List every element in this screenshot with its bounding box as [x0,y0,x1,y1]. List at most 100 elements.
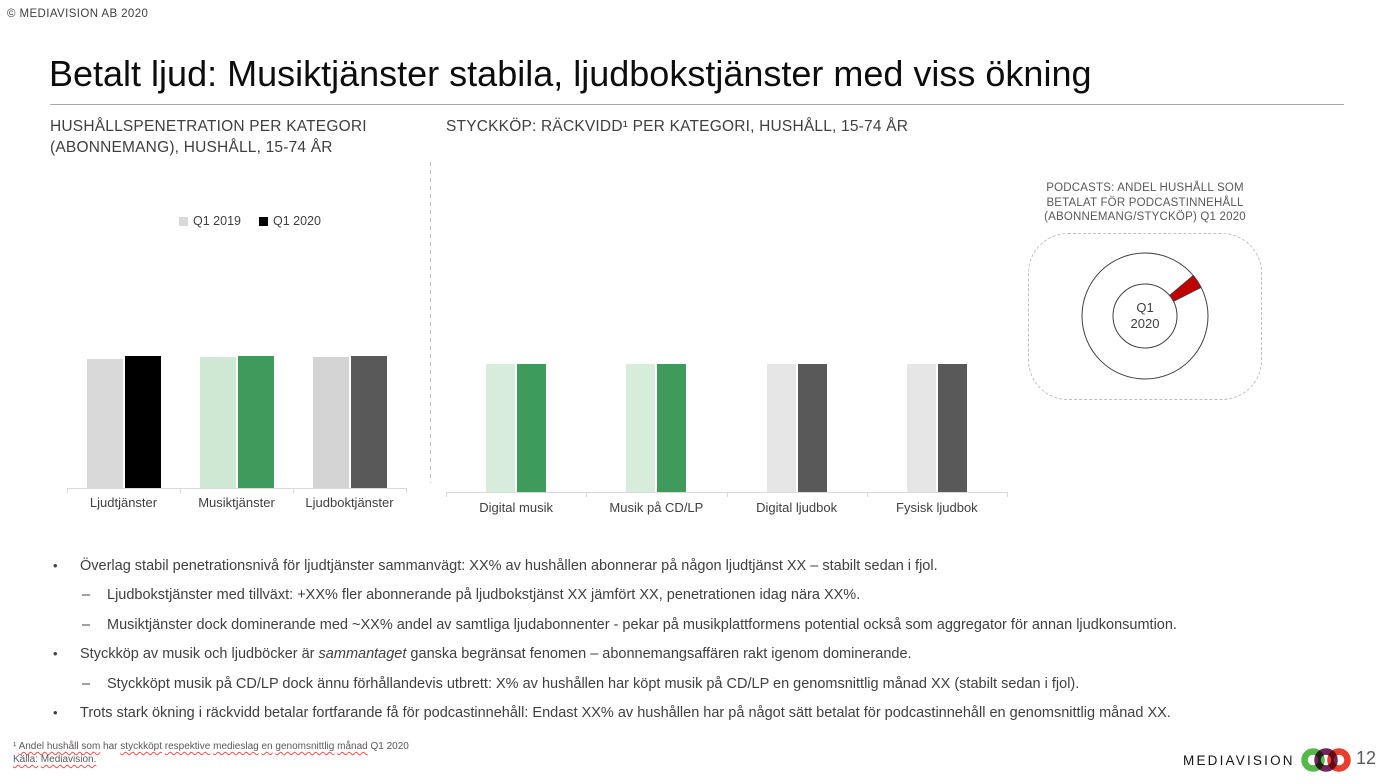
axis-tick [586,492,588,497]
bullet-text: Musiktjänster dock dominerande med ~XX% … [107,616,1177,633]
axis-tick [293,488,294,493]
bullet-marker: – [82,616,91,633]
penetration-chart-title-line1: HUSHÅLLSPENETRATION PER KATEGORI [50,118,367,135]
axis-tick [1007,492,1008,497]
bar-group [180,355,293,488]
podcast-title-line3: (ABONNEMANG/STYCKÖP) Q1 2020 [1044,211,1246,223]
bar [199,357,236,488]
footnote-text: styckköpt [120,741,162,752]
footnote-text: medieslag [213,741,259,752]
bar [797,364,827,492]
donut-center-line1: Q1 [1136,300,1154,315]
logo-ring-plum [1314,748,1338,772]
bullet-text: Styckköpt musik på CD/LP dock ännu förhå… [107,675,1080,692]
bar-group [446,364,586,492]
bullet-list: • Överlag stabil penetrationsnivå för lju… [50,556,1380,732]
bullet-text: Överlag stabil penetrationsnivå för ljud… [80,558,938,574]
slide-title: Betalt ljud: Musiktjänster stabila, ljud… [49,53,1092,94]
bullet-item: • Styckköp av musik och ljudböcker är sam… [50,644,1380,664]
sub-bullet-item: – Ljudbokstjänster med tillväxt: +XX% fle… [50,585,1380,605]
legend-item-q1-2020: Q1 2020 [259,214,321,228]
brand-wordmark: MEDIAVISION [1183,753,1295,768]
bar [486,364,516,492]
footnote-line1: ¹ Andel hushåll som har styckköpt respek… [13,740,409,753]
legend-swatch-q1-2020 [259,216,268,226]
bar-group [586,364,726,492]
bullet-text: Styckköp av musik och ljudböcker är [80,646,319,663]
footnote-text: Q1 2020 [367,741,409,752]
bar-group [867,364,1007,492]
donut-center-label: Q1 2020 [1077,300,1213,332]
logo-ring-green [1301,748,1325,772]
penetration-chart-legend: Q1 2019 Q1 2020 [60,214,440,228]
bar [312,357,349,488]
penetration-chart-category-labels: Ljudtjänster Musiktjänster Ljudboktjänster [67,495,406,510]
bar-group [727,364,867,492]
styckkop-chart-bars [446,364,1007,492]
bullet-text: Ljudbokstjänster med tillväxt: +XX% fler… [107,587,861,604]
footnote-text: har [100,741,121,752]
section-divider-dashed [430,162,431,483]
legend-label-q1-2019: Q1 2019 [193,214,241,228]
bullet-marker: – [82,675,91,692]
bar [906,364,936,492]
footnote-text: ¹ [13,741,19,752]
legend-swatch-q1-2019 [179,216,189,226]
bar [350,356,387,488]
penetration-chart-axis [67,488,407,493]
bar [517,364,547,492]
footnote-text: en [261,741,273,752]
axis-tick [180,488,181,493]
footnote-text: Källa: [13,754,39,765]
bullet-marker: • [53,646,58,662]
category-label: Fysisk ljudbok [896,500,978,515]
podcast-donut-chart [1081,252,1209,380]
bar [937,364,967,492]
footnote-text: månad [337,741,368,752]
bullet-marker: • [53,704,58,720]
footnote-text: genomsnittlig [275,741,335,752]
axis-tick [446,492,447,497]
footnote-text: respektive [164,741,211,752]
bar [124,356,161,488]
footnote-text: Andel hushåll som [18,741,101,752]
styckkop-chart-category-labels: Digital musik Musik på CD/LP Digital ljudb… [446,500,1007,515]
podcast-title-line2: BETALAT FÖR PODCASTINNEHÅLL [1046,196,1244,209]
podcast-dashed-frame [1028,233,1262,400]
podcast-chart-title: PODCASTS: ANDEL HUSHÅLL SOM BETALAT FÖR … [1030,181,1260,225]
category-label: Ljudboktjänster [305,495,394,510]
footnote: ¹ Andel hushåll som har styckköpt respek… [13,740,409,766]
bar [626,364,656,492]
bar [657,364,687,492]
bar-group [67,355,180,488]
title-divider [50,104,1344,105]
bullet-marker: • [53,558,58,573]
legend-label-q1-2020: Q1 2020 [273,214,321,228]
bar [237,356,274,488]
penetration-chart-title-line2: (ABONNEMANG), HUSHÅLL, 15-74 ÅR [50,138,333,156]
category-label: Digital musik [479,500,553,515]
donut-center-line2: 2020 [1130,316,1160,331]
bar [766,364,796,492]
category-label: Digital ljudbok [756,500,838,515]
axis-tick [726,492,728,497]
legend-item-q1-2019: Q1 2019 [179,214,241,228]
category-label: Musik på CD/LP [609,500,704,515]
category-label: Musiktjänster [198,495,275,510]
axis-tick [67,488,68,493]
penetration-chart-bars [67,355,406,488]
sub-bullet-item: – Styckköpt musik på CD/LP dock ännu förh… [50,674,1380,694]
bullet-text: sammantaget [318,646,407,663]
bullet-text: ganska begränsat fenomen – abonnemangsaf… [406,646,912,663]
bullet-item: • Trots stark ökning i räckvidd betalar f… [50,703,1380,723]
copyright-text: © MEDIAVISION AB 2020 [7,8,149,20]
logo-ring-red [1327,748,1351,772]
styckkop-chart-title: STYCKKÖP: RÄCKVIDD¹ PER KATEGORI, HUSHÅL… [446,118,909,135]
bullet-text: Trots stark ökning i räckvidd betalar fo… [80,704,1171,721]
footnote-text: Mediavision. [40,754,97,765]
bullet-marker: – [82,587,91,604]
penetration-chart-title: HUSHÅLLSPENETRATION PER KATEGORI (ABONNE… [50,117,367,158]
bar [86,359,123,488]
axis-tick [866,492,868,497]
